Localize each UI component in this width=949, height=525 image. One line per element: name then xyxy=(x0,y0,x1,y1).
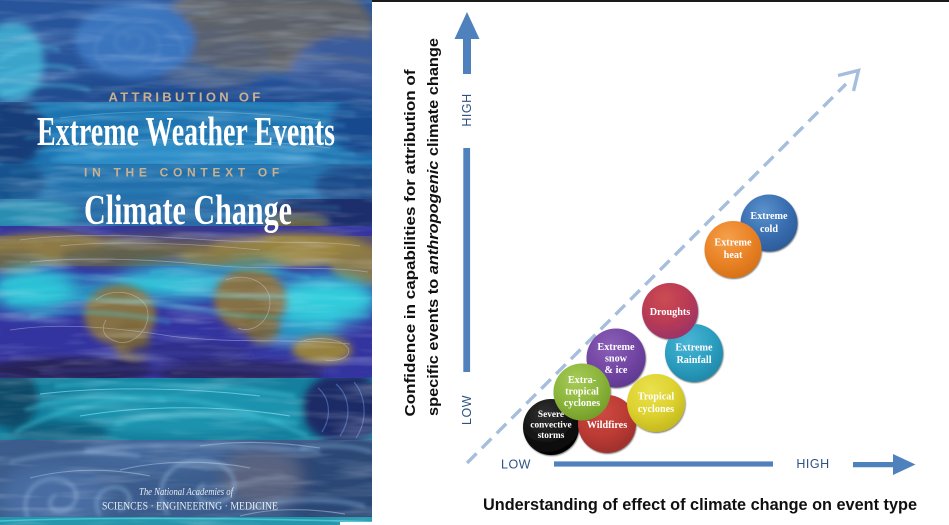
svg-text:convective: convective xyxy=(530,421,571,431)
svg-text:specific events to anthropogen: specific events to anthropogenic climate… xyxy=(425,38,442,416)
svg-text:Extreme: Extreme xyxy=(714,238,752,249)
svg-text:storms: storms xyxy=(538,431,565,441)
svg-text:Extreme: Extreme xyxy=(750,211,788,222)
svg-text:heat: heat xyxy=(724,250,743,261)
svg-text:Tropical: Tropical xyxy=(638,392,675,403)
svg-text:Extreme Weather Events: Extreme Weather Events xyxy=(37,108,335,154)
svg-text:LOW: LOW xyxy=(460,395,474,425)
svg-text:HIGH: HIGH xyxy=(796,457,829,471)
svg-text:ATTRIBUTION OF: ATTRIBUTION OF xyxy=(109,90,264,105)
svg-text:Climate Change: Climate Change xyxy=(84,188,292,234)
svg-text:Droughts: Droughts xyxy=(650,307,691,318)
svg-text:tropical: tropical xyxy=(565,387,599,398)
svg-text:snow: snow xyxy=(605,354,628,365)
svg-text:Rainfall: Rainfall xyxy=(676,355,711,366)
svg-text:& ice: & ice xyxy=(605,365,628,376)
svg-text:Severe: Severe xyxy=(538,410,564,420)
svg-text:The National Academies of: The National Academies of xyxy=(139,487,234,498)
svg-text:HIGH: HIGH xyxy=(460,93,474,126)
svg-text:cyclones: cyclones xyxy=(638,404,674,415)
svg-text:Understanding of effect of cli: Understanding of effect of climate chang… xyxy=(483,495,917,514)
svg-text:LOW: LOW xyxy=(501,458,531,472)
svg-text:cyclones: cyclones xyxy=(564,398,600,409)
svg-text:SCIENCES · ENGINEERING · MEDIC: SCIENCES · ENGINEERING · MEDICINE xyxy=(102,501,278,513)
svg-text:Extreme: Extreme xyxy=(597,342,635,353)
svg-text:Extreme: Extreme xyxy=(675,343,713,354)
svg-text:IN THE CONTEXT OF: IN THE CONTEXT OF xyxy=(84,166,284,180)
svg-text:Extra-: Extra- xyxy=(568,375,597,386)
svg-text:Wildfires: Wildfires xyxy=(587,420,627,431)
svg-text:Confidence in capabilities for: Confidence in capabilities for attributi… xyxy=(402,68,419,416)
svg-text:cold: cold xyxy=(760,224,778,235)
